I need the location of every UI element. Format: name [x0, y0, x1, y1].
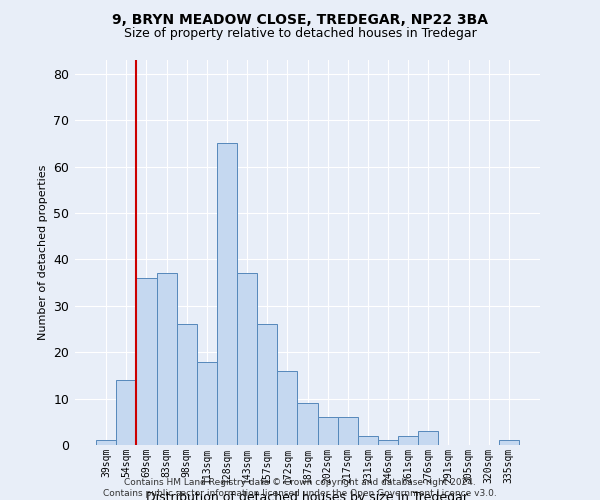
- Bar: [418, 431, 439, 445]
- Bar: [96, 440, 116, 445]
- Bar: [176, 324, 197, 445]
- Text: 9, BRYN MEADOW CLOSE, TREDEGAR, NP22 3BA: 9, BRYN MEADOW CLOSE, TREDEGAR, NP22 3BA: [112, 12, 488, 26]
- Bar: [157, 274, 176, 445]
- Bar: [499, 440, 519, 445]
- Bar: [358, 436, 378, 445]
- Text: Size of property relative to detached houses in Tredegar: Size of property relative to detached ho…: [124, 28, 476, 40]
- Bar: [317, 417, 338, 445]
- Bar: [398, 436, 418, 445]
- Y-axis label: Number of detached properties: Number of detached properties: [38, 165, 48, 340]
- Bar: [197, 362, 217, 445]
- Text: Contains HM Land Registry data © Crown copyright and database right 2024.
Contai: Contains HM Land Registry data © Crown c…: [103, 478, 497, 498]
- Bar: [237, 274, 257, 445]
- Bar: [217, 144, 237, 445]
- Bar: [136, 278, 157, 445]
- Bar: [298, 404, 317, 445]
- Bar: [257, 324, 277, 445]
- X-axis label: Distribution of detached houses by size in Tredegar: Distribution of detached houses by size …: [146, 492, 469, 500]
- Bar: [338, 417, 358, 445]
- Bar: [378, 440, 398, 445]
- Bar: [277, 371, 298, 445]
- Bar: [116, 380, 136, 445]
